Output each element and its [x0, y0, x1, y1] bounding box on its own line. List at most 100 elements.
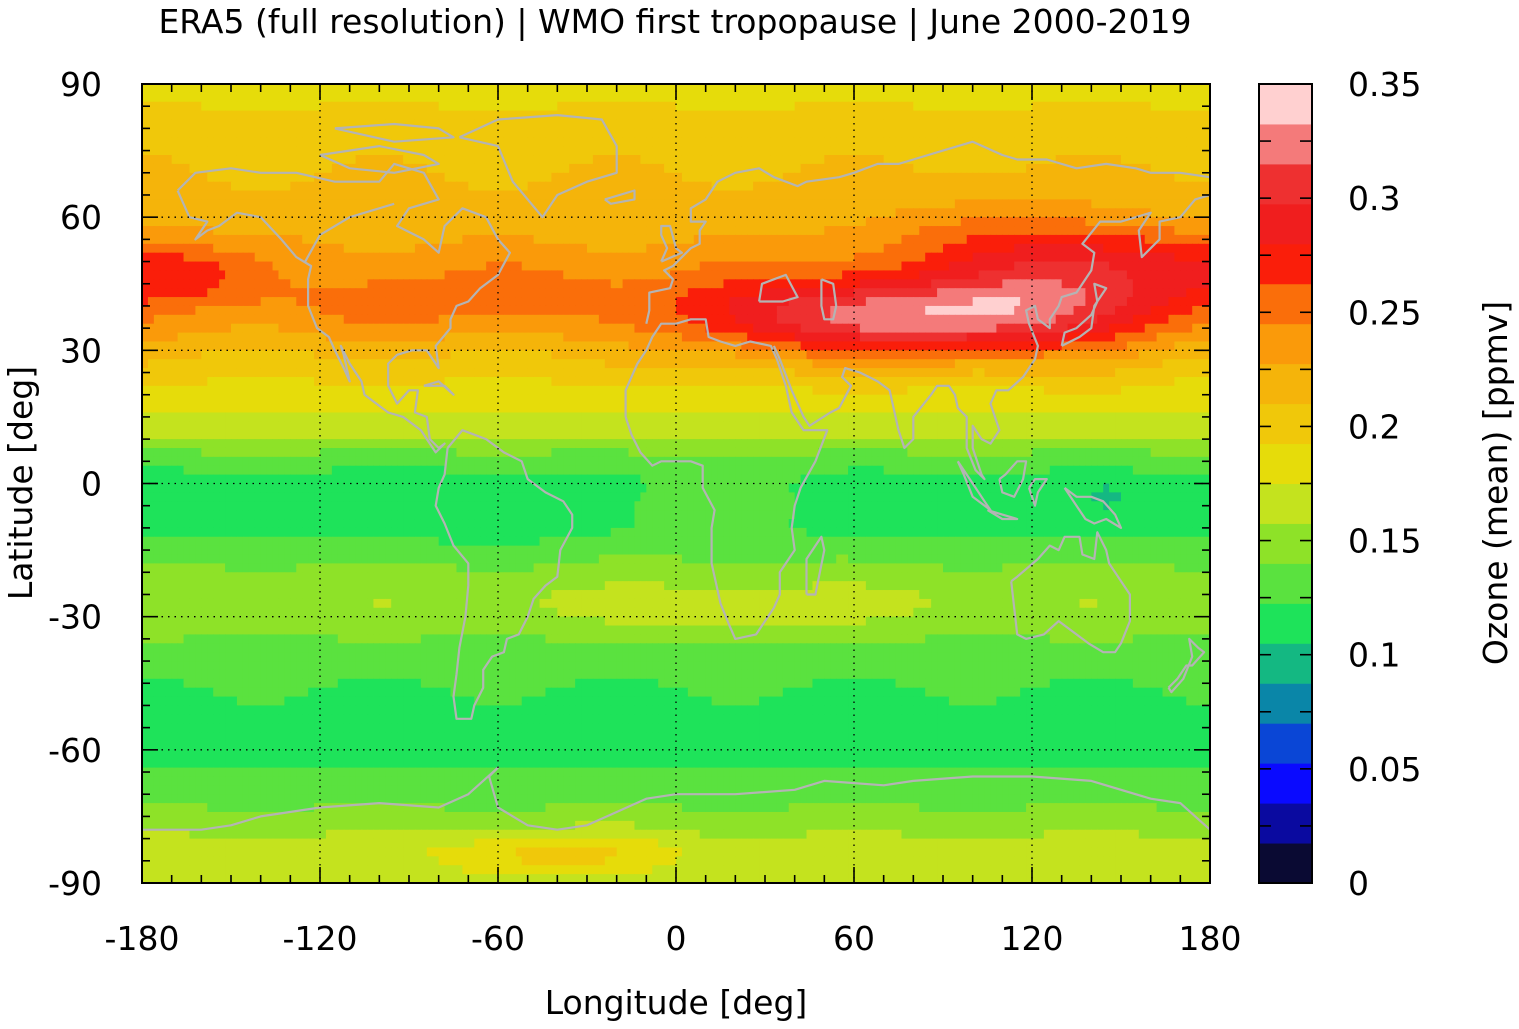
heatmap-cell: [859, 243, 867, 254]
heatmap-cell: [895, 199, 903, 209]
heatmap-cell: [871, 234, 879, 245]
heatmap-cell: [818, 172, 825, 183]
heatmap-cell: [414, 199, 422, 209]
heatmap-cell: [284, 155, 291, 165]
heatmap-cell: [480, 261, 487, 272]
heatmap-cell: [693, 84, 701, 94]
heatmap-cell: [1192, 137, 1199, 147]
heatmap-cell: [563, 84, 570, 94]
heatmap-cell: [391, 323, 398, 334]
heatmap-cell: [931, 305, 938, 316]
heatmap-cell: [705, 199, 713, 209]
heatmap-cell: [266, 146, 274, 156]
heatmap-cell: [391, 92, 398, 103]
heatmap-cell: [604, 252, 612, 263]
heatmap-cell: [913, 288, 920, 298]
heatmap-cell: [788, 297, 796, 307]
heatmap-cell: [1115, 110, 1122, 121]
heatmap-cell: [664, 279, 671, 289]
heatmap-cell: [242, 208, 250, 218]
heatmap-cell: [575, 92, 582, 103]
heatmap-cell: [409, 84, 416, 94]
heatmap-cell: [604, 288, 612, 298]
heatmap-cell: [1115, 101, 1122, 112]
heatmap-cell: [177, 217, 185, 227]
heatmap-cell: [403, 270, 410, 280]
heatmap-cell: [420, 217, 428, 227]
heatmap-cell: [260, 128, 268, 138]
heatmap-cell: [432, 208, 440, 218]
heatmap-cell: [723, 119, 730, 129]
heatmap-cell: [1144, 181, 1152, 192]
heatmap-cell: [551, 199, 558, 209]
heatmap-cell: [468, 119, 475, 129]
heatmap-cell: [189, 84, 196, 94]
heatmap-cell: [545, 101, 552, 112]
heatmap-cell: [616, 172, 624, 183]
heatmap-cell: [349, 288, 357, 298]
heatmap-cell: [367, 155, 374, 165]
heatmap-cell: [242, 163, 250, 174]
heatmap-cell: [919, 146, 926, 156]
heatmap-cell: [723, 234, 730, 245]
heatmap-cell: [598, 252, 606, 263]
heatmap-cell: [800, 305, 808, 316]
heatmap-cell: [1049, 155, 1057, 165]
heatmap-cell: [753, 137, 760, 147]
heatmap-cell: [219, 84, 226, 94]
heatmap-cell: [296, 146, 303, 156]
heatmap-cell: [1198, 297, 1205, 307]
heatmap-cell: [735, 119, 742, 129]
heatmap-cell: [883, 323, 891, 334]
heatmap-cell: [272, 270, 280, 280]
heatmap-cell: [563, 252, 570, 263]
heatmap-cell: [681, 226, 689, 236]
heatmap-cell: [153, 181, 161, 192]
heatmap-cell: [972, 226, 980, 236]
heatmap-cell: [373, 288, 380, 298]
heatmap-cell: [1091, 110, 1098, 121]
heatmap-cell: [177, 101, 185, 112]
heatmap-cell: [539, 288, 547, 298]
heatmap-cell: [1180, 155, 1187, 165]
heatmap-cell: [788, 199, 796, 209]
heatmap-cell: [545, 243, 552, 254]
heatmap-cell: [587, 146, 594, 156]
heatmap-cell: [147, 155, 155, 165]
heatmap-cell: [960, 243, 968, 254]
heatmap-cell: [284, 305, 291, 316]
heatmap-cell: [426, 146, 434, 156]
heatmap-cell: [622, 314, 630, 325]
heatmap-cell: [248, 155, 256, 165]
heatmap-cell: [171, 261, 179, 272]
heatmap-cell: [871, 128, 879, 138]
heatmap-cell: [260, 199, 268, 209]
heatmap-cell: [456, 252, 463, 263]
heatmap-cell: [1186, 84, 1193, 94]
heatmap-cell: [759, 128, 766, 138]
heatmap-cell: [213, 84, 220, 94]
heatmap-cell: [776, 252, 784, 263]
heatmap-cell: [687, 226, 695, 236]
heatmap-cell: [403, 288, 410, 298]
heatmap-cell: [545, 84, 552, 94]
heatmap-cell: [343, 101, 351, 112]
heatmap-cell: [521, 137, 529, 147]
heatmap-cell: [681, 84, 689, 94]
heatmap-cell: [1180, 92, 1187, 103]
heatmap-cell: [225, 297, 232, 307]
heatmap-cell: [954, 155, 962, 165]
heatmap-cell: [877, 146, 885, 156]
heatmap-cell: [587, 92, 594, 103]
heatmap-cell: [1198, 252, 1205, 263]
heatmap-cell: [391, 261, 398, 272]
heatmap-cell: [248, 181, 256, 192]
heatmap-cell: [296, 226, 303, 236]
heatmap-cell: [1020, 234, 1027, 245]
heatmap-cell: [753, 243, 760, 254]
heatmap-cell: [551, 101, 558, 112]
heatmap-cell: [498, 128, 505, 138]
heatmap-cell: [1144, 199, 1152, 209]
heatmap-cell: [676, 163, 683, 174]
heatmap-cell: [1192, 172, 1199, 183]
